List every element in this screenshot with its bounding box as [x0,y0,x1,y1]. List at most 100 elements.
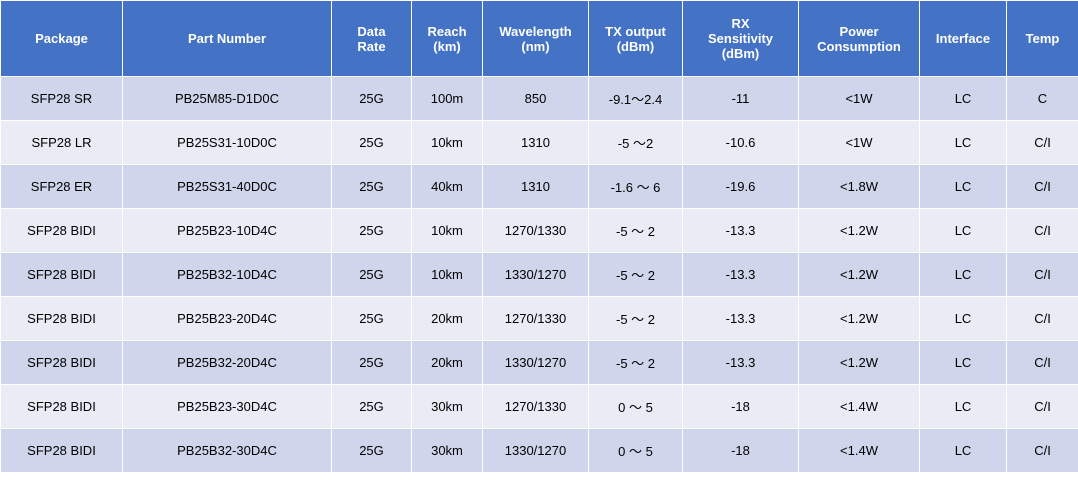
table-cell: C/I [1006,340,1078,385]
table-row: SFP28 BIDI PB25B32-10D4C 25G 10km 1330/1270 -… [0,252,1078,297]
table-cell: 25G [331,120,412,165]
table-cell: -5 ～ 2 [588,296,683,341]
table-cell: C/I [1006,164,1078,209]
table-cell: -13.3 [682,296,799,341]
table-cell: <1.2W [798,296,920,341]
table-cell: SFP28 BIDI [0,252,123,297]
table-cell: 20km [411,296,483,341]
table-cell: 25G [331,252,412,297]
table-cell: <1W [798,120,920,165]
header-cell: Power Consumption [798,0,920,77]
table-cell: <1.8W [798,164,920,209]
table-row: SFP28 SR PB25M85-D1D0C 25G 100m 850 -9.1～2.4-… [0,76,1078,121]
table-cell: C/I [1006,208,1078,253]
header-text: (nm) [521,38,550,54]
header-cell: Reach (km) [411,0,483,77]
table-cell: PB25B23-10D4C [122,208,332,253]
table-cell: LC [919,164,1007,209]
table-cell: -9.1～2.4 [588,76,683,121]
header-text: (dBm) [616,38,655,54]
table-cell: LC [919,208,1007,253]
header-text: Consumption [817,38,901,54]
header-text: TX output [605,23,666,39]
header-cell: Wavelength (nm) [482,0,589,77]
header-text: Interface [935,31,991,46]
header-text: Data [357,23,386,39]
table-cell: -18 [682,384,799,429]
table-cell: SFP28 SR [0,76,123,121]
header-cell: Package [0,0,123,77]
table-cell: 1270/1330 [482,384,589,429]
table-cell: <1.2W [798,252,920,297]
table-cell: -5 ～ 2 [588,208,683,253]
table-row: SFP28 BIDI PB25B23-10D4C 25G 10km 1270/1330-… [0,208,1078,253]
table-cell: 30km [411,384,483,429]
table-cell: LC [919,252,1007,297]
table-cell: 1330/1270 [482,252,589,297]
table-cell: <1.2W [798,208,920,253]
table-row: SFP28 BIDI PB25B23-30D4C 25G 30km 1270/1330 0… [0,384,1078,429]
header-text: Sensitivity [707,31,774,46]
header-text: Wavelength [499,23,572,39]
table-cell: SFP28 BIDI [0,428,123,473]
table-cell: PB25B32-10D4C [122,252,332,297]
table-cell: 10km [411,120,483,165]
table-cell: 1330/1270 [482,340,589,385]
table-cell: LC [919,120,1007,165]
table-cell: -1.6 ～ 6 [588,164,683,209]
table-cell: -13.3 [682,340,799,385]
table-cell: 1270/1330 [482,296,589,341]
table-cell: -13.3 [682,208,799,253]
header-cell: Temp [1006,0,1078,77]
header-text: Temp [1025,31,1060,46]
header-text: Package [35,31,88,46]
table-cell: C [1006,76,1078,121]
table-cell: C/I [1006,384,1078,429]
table-cell: 10km [411,252,483,297]
table-cell: -13.3 [682,252,799,297]
table-cell: C/I [1006,252,1078,297]
table-cell: PB25B32-30D4C [122,428,332,473]
table-cell: -5 ～2 [588,120,683,165]
table-cell: C/I [1006,428,1078,473]
table-cell: 25G [331,76,412,121]
table-cell: LC [919,76,1007,121]
header-cell: Data Rate [331,0,412,77]
table-cell: SFP28 BIDI [0,340,123,385]
table-cell: -18 [682,428,799,473]
table-cell: SFP28 ER [0,164,123,209]
table-cell: 1330/1270 [482,428,589,473]
table-cell: -11 [682,76,799,121]
table-cell: PB25S31-40D0C [122,164,332,209]
table-row: SFP28 BIDI PB25B23-20D4C 25G 20km 1270/1330-… [0,296,1078,341]
table-cell: 25G [331,208,412,253]
table-cell: 1310 [482,164,589,209]
table-cell: <1.4W [798,428,920,473]
header-cell: Interface [919,0,1007,77]
table-cell: SFP28 BIDI [0,384,123,429]
header-text: Rate [357,38,386,54]
table-cell: SFP28 BIDI [0,296,123,341]
table-cell: PB25B23-20D4C [122,296,332,341]
table-cell: 0 ～ 5 [588,428,683,473]
table-cell: 100m [411,76,483,121]
table-cell: -10.6 [682,120,799,165]
header-cell: RX Sensitivity (dBm) [682,0,799,77]
table-cell: <1.2W [798,340,920,385]
table-cell: 850 [482,76,589,121]
header-row: Package Part Number Data Rate Reach (km) Wavel… [0,0,1078,77]
table-row: SFP28 BIDI PB25B32-30D4C 25G 30km 1330/1270 0… [0,428,1078,473]
header-text: Reach [427,23,467,39]
table-cell: 25G [331,296,412,341]
table-cell: 25G [331,384,412,429]
table-row: SFP28 ER PB25S31-40D0C 25G 40km 1310 -1.6 ～ 6… [0,164,1078,209]
table-cell: 1310 [482,120,589,165]
table-cell: 10km [411,208,483,253]
table-cell: C/I [1006,296,1078,341]
table-cell: 0 ～ 5 [588,384,683,429]
header-text: Part Number [187,31,267,46]
table-cell: PB25B23-30D4C [122,384,332,429]
table-row: SFP28 BIDI PB25B32-20D4C 25G 20km 1330/1270-… [0,340,1078,385]
header-cell: Part Number [122,0,332,77]
